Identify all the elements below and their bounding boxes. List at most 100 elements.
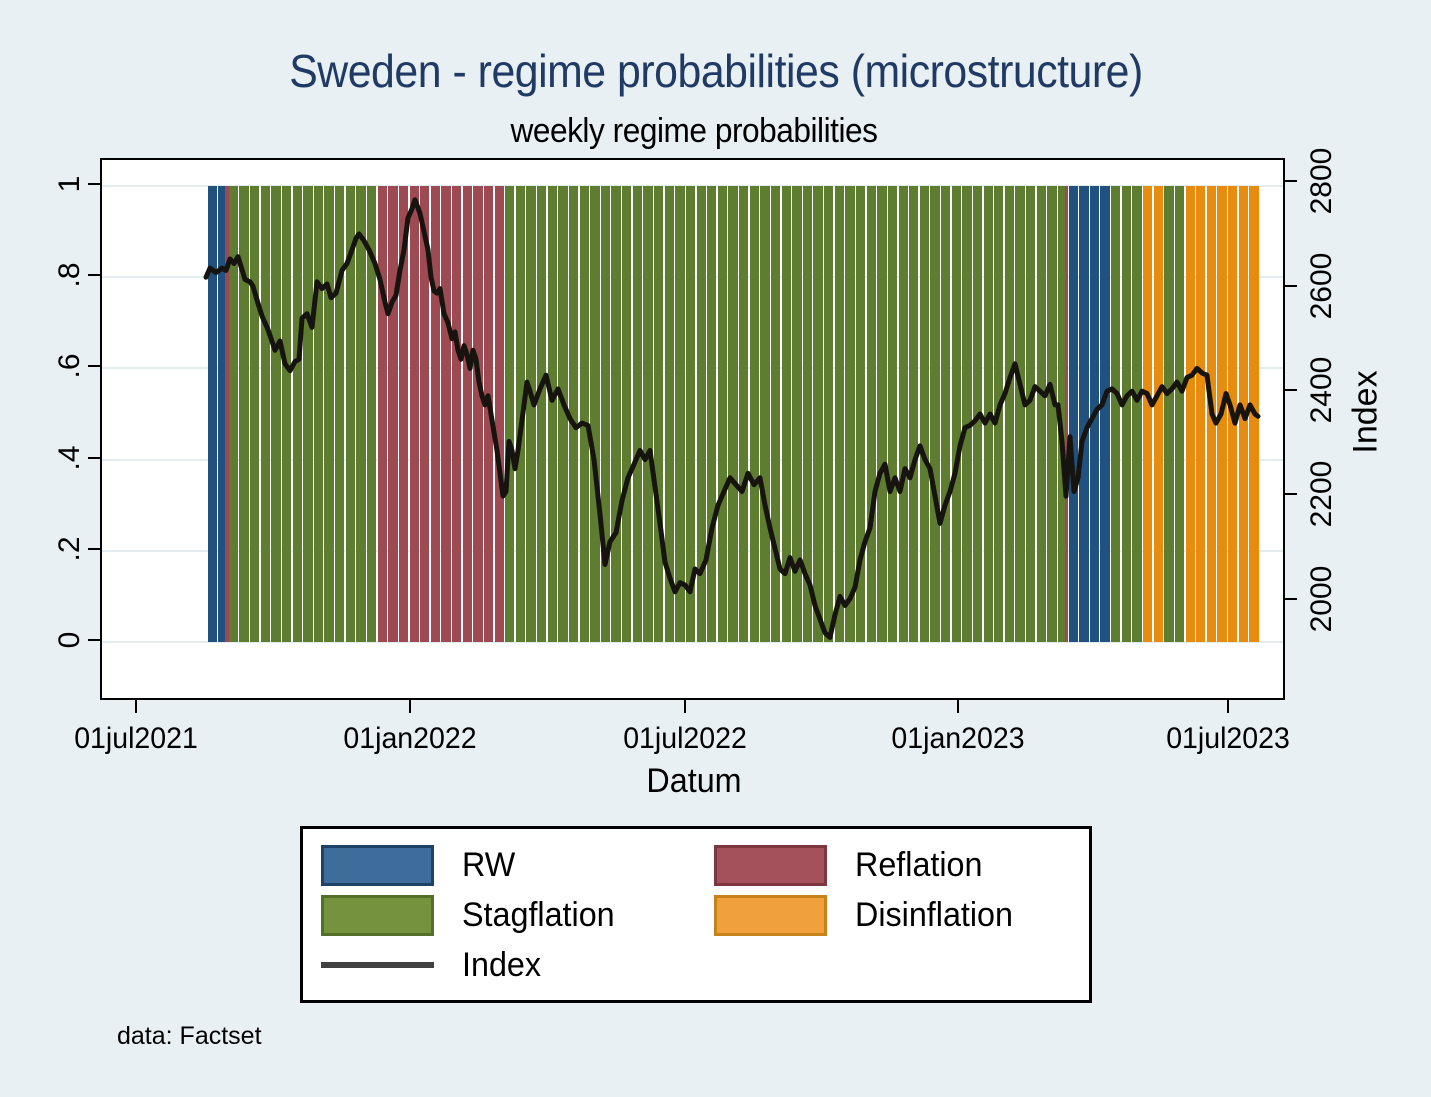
regime-bar-stagflation: [537, 186, 547, 642]
regime-bar-stagflation: [335, 186, 345, 642]
regime-bar-stagflation: [898, 186, 908, 642]
regime-bar-reflation: [398, 186, 409, 642]
regime-bar-stagflation: [685, 186, 696, 642]
regime-bar-stagflation: [579, 186, 589, 642]
regime-bar-sliver-reflation: [225, 186, 229, 642]
left-axis-tick-label: .6: [53, 353, 86, 379]
regime-bar-stagflation: [590, 186, 600, 642]
regime-bar-stagflation: [855, 186, 866, 642]
source-note: data: Factset: [117, 1022, 262, 1050]
regime-bar-stagflation: [1164, 186, 1174, 642]
regime-bar-rw: [218, 186, 228, 642]
regime-bar-stagflation: [962, 186, 972, 642]
legend-item-disinflation: Disinflation: [696, 895, 1089, 936]
left-axis-tick-label: .8: [53, 262, 86, 288]
regime-bar-stagflation: [558, 186, 568, 642]
regime-bar-stagflation: [717, 186, 728, 642]
regime-bar-reflation: [462, 186, 472, 642]
regime-bar-reflation: [377, 186, 387, 642]
regime-bar-reflation: [430, 186, 441, 642]
regime-bar-stagflation: [505, 186, 515, 642]
regime-bar-stagflation: [260, 186, 271, 642]
legend-swatch-rw: [321, 844, 434, 886]
left-axis-tick: [88, 639, 100, 641]
legend-label: Index: [462, 945, 542, 984]
right-axis-tick-label: 2200: [1305, 461, 1338, 528]
left-axis-tick: [88, 456, 100, 459]
regime-bar-stagflation: [802, 186, 813, 642]
left-axis-tick-label: 0: [53, 631, 86, 649]
x-axis-tick: [684, 700, 686, 713]
x-axis-tick: [409, 700, 411, 713]
regime-bar-stagflation: [866, 186, 876, 642]
regime-bar-rw: [1100, 186, 1110, 642]
regime-bar-stagflation: [292, 186, 302, 642]
legend-swatch-disinflation: [714, 895, 827, 936]
regime-bar-stagflation: [611, 186, 621, 642]
legend-label: Stagflation: [462, 896, 615, 934]
x-axis-tick-label: 01jan2023: [891, 722, 1025, 755]
x-axis-title: Datum: [646, 762, 742, 800]
legend-swatch-reflation: [714, 844, 827, 886]
regime-bar-stagflation: [781, 186, 791, 642]
regime-bar-disinflation: [1196, 186, 1206, 642]
x-axis-tick-label: 01jul2022: [623, 722, 747, 755]
regime-bar-stagflation: [356, 186, 366, 642]
left-axis-tick-label: 1: [53, 175, 86, 193]
regime-bar-stagflation: [919, 186, 930, 642]
regime-bar-stagflation: [792, 186, 802, 642]
regime-bar-stagflation: [547, 186, 558, 642]
regime-bar-stagflation: [1121, 186, 1132, 642]
x-axis-tick: [1227, 700, 1229, 713]
regime-bar-stagflation: [281, 186, 292, 642]
plot-area: [100, 158, 1285, 700]
regime-bar-stagflation: [824, 186, 834, 642]
index-line: [203, 197, 1261, 640]
right-axis-tick-label: 2600: [1305, 252, 1338, 320]
regime-bar-stagflation: [877, 186, 887, 642]
right-axis-tick: [1285, 389, 1297, 392]
left-axis-tick-label: .2: [53, 536, 86, 562]
right-axis-tick: [1285, 493, 1297, 496]
right-axis-tick: [1285, 597, 1297, 600]
regime-bar-stagflation: [739, 186, 749, 642]
regime-bar-reflation: [441, 186, 451, 642]
left-axis-tick: [88, 183, 100, 185]
legend-label: Disinflation: [855, 896, 1013, 934]
legend-item-reflation: Reflation: [696, 844, 1089, 886]
regime-bar-stagflation: [313, 186, 324, 642]
legend-label: Reflation: [855, 845, 983, 884]
regime-bar-stagflation: [1047, 186, 1057, 642]
legend-item-stagflation: Stagflation: [303, 895, 696, 936]
legend-label: RW: [462, 845, 516, 884]
regime-bar-stagflation: [367, 186, 377, 642]
x-axis-tick: [957, 700, 959, 713]
regime-bar-stagflation: [941, 186, 951, 642]
regime-bar-stagflation: [696, 186, 706, 642]
regime-bar-disinflation: [1153, 186, 1163, 642]
regime-bar-stagflation: [845, 186, 855, 642]
regime-bar-stagflation: [675, 186, 685, 642]
regime-bar-reflation: [452, 186, 462, 642]
regime-bar-stagflation: [909, 186, 919, 642]
regime-bar-stagflation: [770, 186, 781, 642]
gridline: [102, 641, 1283, 643]
right-axis-tick-label: 2000: [1305, 565, 1338, 633]
right-axis-tick-label: 2800: [1305, 148, 1338, 215]
regime-bar-stagflation: [250, 186, 260, 642]
x-axis-tick-label: 01jan2022: [343, 722, 477, 755]
regime-bar-stagflation: [1174, 186, 1185, 642]
regime-bar-stagflation: [271, 186, 281, 642]
regime-bar-stagflation: [1026, 186, 1036, 642]
regime-bar-reflation: [420, 186, 430, 642]
regime-bar-stagflation: [1132, 186, 1142, 642]
legend-item-rw: RW: [303, 844, 696, 886]
regime-bar-stagflation: [632, 186, 643, 642]
regime-bar-stagflation: [813, 186, 823, 642]
regime-bar-stagflation: [930, 186, 940, 642]
regime-bar-stagflation: [664, 186, 674, 642]
regime-bar-stagflation: [1057, 186, 1068, 642]
chart-subtitle: weekly regime probabilities: [510, 112, 879, 150]
regime-bar-reflation: [473, 186, 483, 642]
